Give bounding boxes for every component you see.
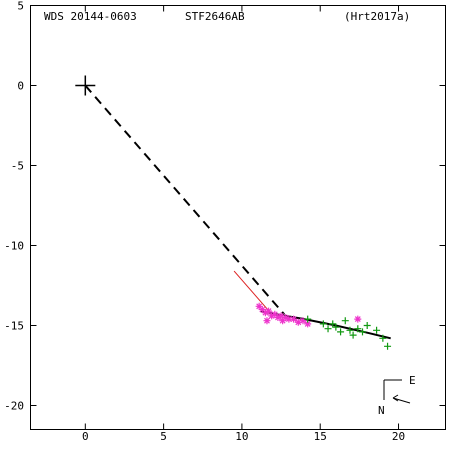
orbit-reference: (Hrt2017a) [344,10,410,23]
axis-ticks: 0 5 10 15 20 5 0 -5 -10 -15 -20 [4,0,446,443]
plus-point [373,326,381,334]
periastron-line [84,84,285,315]
plus-point [379,334,387,342]
asterisk-point [290,315,298,323]
y-tick-label: -10 [4,240,24,253]
asterisk-point [354,315,362,323]
asterisk-point [255,302,263,310]
y-tick-label: -5 [11,160,24,173]
x-tick-label: 10 [235,430,248,443]
plus-point [359,328,366,336]
plus-point [319,320,327,328]
data-points [255,302,392,350]
plus-point [324,325,332,333]
plus-point [341,317,349,325]
plus-point [337,328,345,336]
discoverer-designation: STF2646AB [185,10,245,23]
compass-east-label: E [409,374,416,387]
asterisk-point [294,318,302,326]
asterisk-point [282,314,290,321]
plot-frame [30,5,446,430]
y-tick-label: 0 [17,80,24,93]
x-tick-label: 20 [392,430,405,443]
asterisk-point [263,317,271,325]
asterisk-point [261,309,269,317]
x-tick-label: 5 [160,430,167,443]
compass: E N [378,374,416,417]
compass-axes [383,379,402,400]
y-tick-label: -15 [4,320,24,333]
compass-north-label: N [378,404,385,417]
plus-point [346,326,354,334]
asterisk-point [299,317,307,325]
plus-point [349,331,357,339]
plus-point [354,325,362,333]
wds-designation: WDS 20144-0603 [44,10,137,23]
asterisk-point [274,314,282,321]
plus-point [329,320,337,328]
y-tick-label: 5 [17,0,24,13]
asterisk-point [277,312,285,320]
asterisk-point [279,317,287,325]
asterisk-point [258,306,266,313]
plus-point [363,322,371,329]
plus-point [304,315,312,323]
asterisk-point [268,312,276,320]
asterisk-point [285,315,293,323]
asterisk-point [265,307,273,315]
x-tick-label: 15 [314,430,327,443]
orbit-lines [75,75,391,340]
motion-arrow-icon [392,394,411,404]
plus-point [384,342,392,350]
plus-point [332,323,340,331]
primary-star-marker [75,75,96,96]
asterisk-point [304,320,312,328]
asterisk-point [271,310,279,318]
x-tick-label: 0 [82,430,89,443]
y-tick-label: -20 [4,400,24,413]
